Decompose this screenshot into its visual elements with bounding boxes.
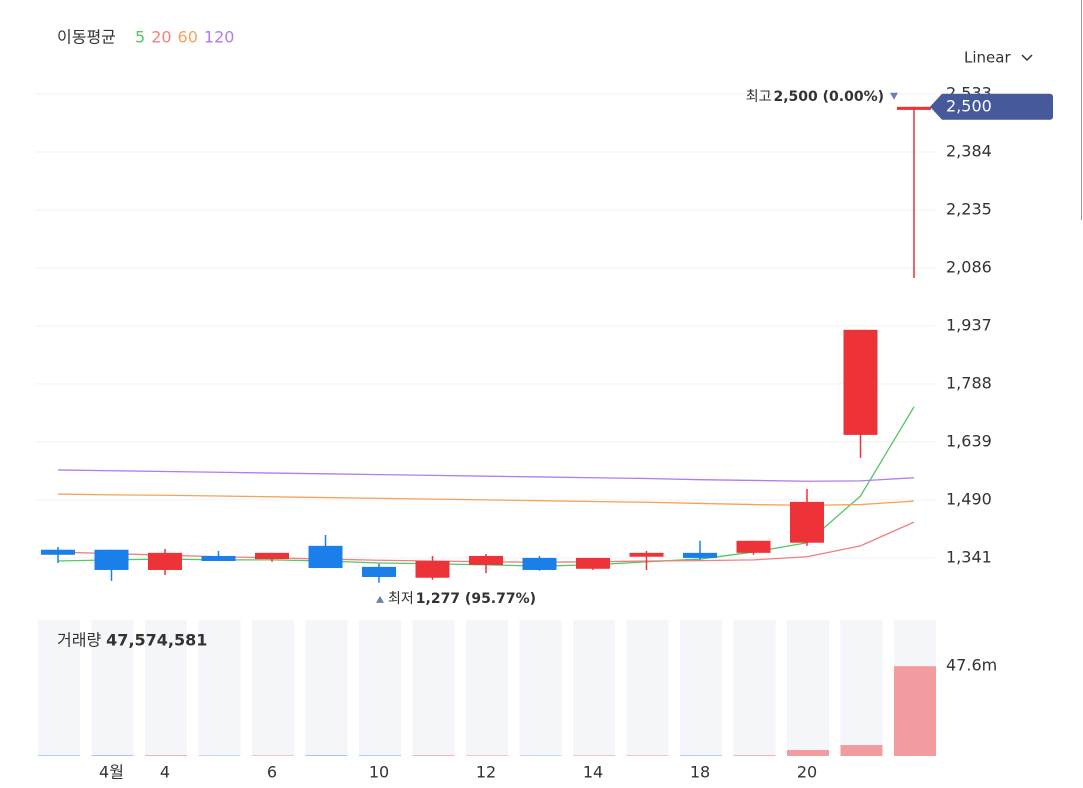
- volume-bar: [412, 755, 455, 756]
- x-tick-label: 18: [690, 763, 710, 782]
- legend-entry: 60: [178, 28, 198, 47]
- volume-column: [733, 620, 776, 756]
- candle-body: [94, 549, 129, 570]
- chevron: [1021, 54, 1033, 62]
- candle-body: [576, 557, 610, 569]
- y-tick-label: 1,788: [946, 373, 992, 392]
- volume-bar: [252, 755, 294, 756]
- volume-bar: [733, 755, 776, 756]
- volume-column: [359, 620, 401, 756]
- volume-column: [145, 620, 187, 756]
- volume-bar: [787, 749, 829, 756]
- low-marker: [376, 595, 384, 603]
- volume-bar: [626, 755, 669, 756]
- volume-column: [680, 620, 722, 756]
- x-tick-label: 4월: [99, 763, 124, 782]
- volume-bar: [145, 755, 187, 756]
- candle-body: [362, 566, 396, 577]
- legend: 5 20 60 120: [135, 28, 234, 47]
- y-tick-label: 2,235: [946, 199, 992, 218]
- candle-body: [308, 545, 343, 569]
- volume-bar: [359, 755, 401, 756]
- volume-column: [91, 620, 134, 756]
- volume-bar: [198, 755, 241, 756]
- volume-column: [38, 620, 80, 756]
- high-marker: [890, 92, 898, 100]
- volume-column: [305, 620, 348, 756]
- candle-body: [415, 561, 450, 578]
- plot: 1,341 1,490 1,639 1,788 1,937 2,086 2,235 2,384…: [35, 83, 1053, 782]
- scale-mode[interactable]: Linear: [964, 49, 1011, 67]
- x-tick-label: 20: [797, 763, 817, 782]
- price-tag: [930, 93, 1053, 120]
- x-tick-label: 10: [369, 763, 389, 782]
- volume-bar: [305, 755, 348, 756]
- candle-body: [41, 549, 75, 555]
- candle-body: [201, 555, 236, 562]
- legend-title: 이동평균: [57, 28, 116, 47]
- candle-body: [790, 501, 824, 543]
- volume-column: [198, 620, 241, 756]
- x-tick-label: 6: [267, 763, 277, 782]
- volume-column: [626, 620, 669, 756]
- volume-bar: [840, 745, 883, 756]
- y-tick-label: 1,490: [946, 489, 992, 508]
- volume-column: [573, 620, 615, 756]
- legend-entry: 120: [204, 28, 235, 47]
- moving-average: [57, 493, 915, 507]
- volume-bar: [91, 755, 134, 756]
- volume-column: [466, 620, 508, 756]
- scale-toggle[interactable]: Linear: [964, 49, 1033, 67]
- candle-body: [522, 557, 557, 570]
- volume-bar: [680, 755, 722, 756]
- low-annotation-label: 최저: [388, 591, 414, 607]
- legend-entry: 5: [135, 28, 145, 47]
- volume-bar: [38, 755, 80, 756]
- candle-body: [843, 329, 878, 435]
- volume-title: 거래량: [57, 631, 101, 650]
- volume-column: [787, 620, 829, 756]
- volume-bar: [466, 755, 508, 756]
- legend-entry: 20: [151, 28, 171, 47]
- candle-body: [469, 555, 503, 565]
- volume-value-label: 47,574,581: [106, 631, 207, 650]
- candle-body: [683, 552, 717, 558]
- high-annotation-value: 2,500 (0.00%): [773, 89, 884, 105]
- candle-body: [148, 552, 182, 570]
- low-annotation-value: 1,277 (95.77%): [416, 591, 536, 607]
- candle-body: [736, 540, 771, 553]
- volume-column: [412, 620, 455, 756]
- volume-bar: [519, 755, 562, 756]
- y-tick-label: 2,086: [946, 257, 992, 276]
- y-tick-label: 1,341: [946, 547, 992, 566]
- high-annotation-label: 최고: [746, 89, 772, 105]
- volume-bar: [573, 755, 615, 756]
- y-tick-label: 1,639: [946, 431, 992, 450]
- volume-column: [519, 620, 562, 756]
- candle-body: [629, 552, 664, 557]
- volume-tick-label: 47.6m: [946, 656, 997, 675]
- moving-average: [57, 469, 915, 482]
- x-tick-label: 14: [583, 763, 603, 782]
- volume-column: [252, 620, 294, 756]
- volume-column: [840, 620, 883, 756]
- x-tick-label: 4: [160, 763, 170, 782]
- price-tag-label: 2,500: [946, 96, 992, 115]
- candle-body: [255, 552, 289, 560]
- candle-body: [897, 106, 931, 110]
- y-tick-label: 1,937: [946, 315, 992, 334]
- x-tick-label: 12: [476, 763, 496, 782]
- volume-bar: [894, 666, 936, 756]
- y-tick-label: 2,384: [946, 141, 992, 160]
